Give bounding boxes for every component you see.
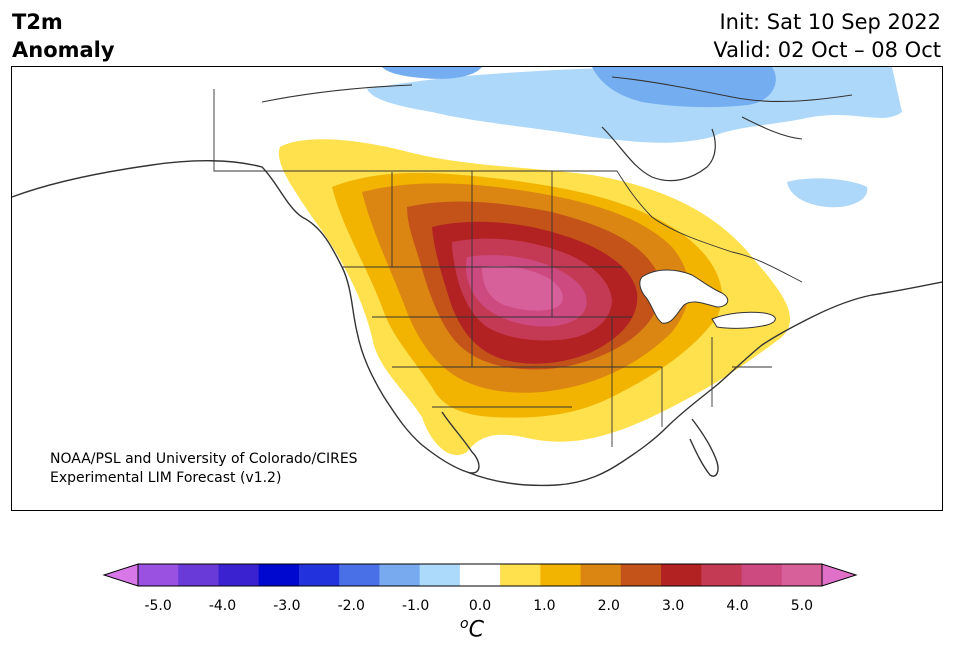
arctic-islands — [261, 76, 853, 140]
credit-line-1: NOAA/PSL and University of Colorado/CIRE… — [50, 451, 358, 467]
forecast-dates: Init: Sat 10 Sep 2022 Valid: 02 Oct – 08… — [713, 8, 941, 64]
title-line-2: Anomaly — [12, 38, 115, 62]
warm-band-8 — [482, 265, 563, 311]
colorbar — [102, 563, 858, 587]
colorbar-swatch — [379, 564, 421, 586]
init-date: Init: Sat 10 Sep 2022 — [719, 10, 941, 34]
credit-text: NOAA/PSL and University of Colorado/CIRE… — [50, 450, 358, 488]
colorbar-swatch — [580, 564, 622, 586]
colorbar-max-extension — [821, 563, 858, 587]
credit-line-2: Experimental LIM Forecast (v1.2) — [50, 470, 282, 486]
political-borders — [213, 89, 803, 447]
valid-range: Valid: 02 Oct – 08 Oct — [713, 38, 941, 62]
colorbar-swatch — [178, 564, 219, 586]
map-title: T2m Anomaly — [12, 8, 115, 64]
title-line-1: T2m — [12, 10, 63, 34]
anomaly-map: NOAA/PSL and University of Colorado/CIRE… — [11, 66, 943, 511]
colorbar-swatch — [258, 564, 300, 586]
cold-anomaly-east — [787, 178, 868, 208]
colorbar-swatch — [339, 564, 380, 586]
colorbar-swatch — [138, 564, 179, 586]
colorbar-swatch — [298, 564, 340, 586]
colorbar-min-extension — [102, 563, 139, 587]
colorbar-swatch — [701, 564, 743, 586]
lake-erie-ontario — [711, 311, 776, 329]
colorbar-tick-label: 3.0 — [661, 598, 685, 614]
colorbar-tick-label: 2.0 — [597, 598, 620, 614]
colorbar-tick-label: 4.0 — [726, 598, 749, 614]
colorbar-swatch — [781, 564, 823, 586]
colorbar-swatch — [741, 564, 783, 586]
unit-letter: C — [468, 617, 484, 643]
colorbar-swatch — [540, 564, 582, 586]
great-lakes — [639, 269, 729, 324]
colorbar-outline — [137, 563, 823, 587]
colorbar-swatch — [459, 564, 501, 586]
colorbar-swatch — [419, 564, 461, 586]
colorbar-swatch — [620, 564, 662, 586]
colorbar-swatch — [218, 564, 260, 586]
colorbar-tick-labels: -5.0 -4.0 -3.0 -2.0 -1.0 0.0 1.0 2.0 3.0 4.0 5.0 — [0, 598, 953, 616]
map-svg — [12, 67, 942, 487]
colorbar-tick-label: -2.0 — [337, 598, 365, 614]
colorbar-tick-label: -3.0 — [273, 598, 301, 614]
colorbar-swatch — [661, 564, 702, 586]
unit-degree-sup: o — [460, 616, 469, 632]
coastline — [12, 160, 942, 487]
florida-coast — [689, 418, 719, 477]
colorbar-tick-label: 1.0 — [533, 598, 556, 614]
colorbar-tick-label: -4.0 — [208, 598, 237, 614]
colorbar-tick-label: -1.0 — [401, 598, 430, 614]
cold-anomaly-mid-2 — [382, 67, 482, 79]
colorbar-tick-label: -5.0 — [144, 598, 172, 614]
colorbar-tick-label: 0.0 — [468, 598, 492, 614]
colorbar-swatch — [500, 564, 541, 586]
hudson-bay — [601, 126, 716, 182]
colorbar-tick-label: 5.0 — [790, 598, 814, 614]
colorbar-unit: oC — [460, 616, 484, 642]
